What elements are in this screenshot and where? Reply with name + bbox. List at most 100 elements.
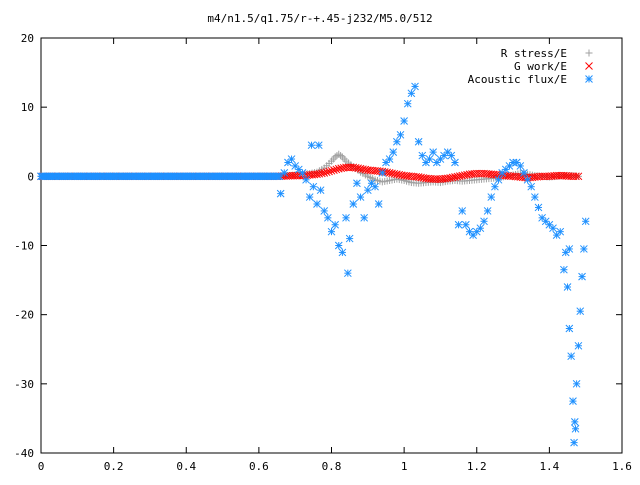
data-point: [494, 175, 503, 184]
data-point: [356, 193, 365, 201]
data-point: [395, 170, 404, 179]
data-point: [305, 193, 314, 201]
data-point: [451, 173, 459, 181]
data-point: [462, 220, 470, 229]
data-point: [313, 170, 321, 179]
series-2: [37, 82, 590, 447]
y-tick-label: 10: [21, 101, 34, 114]
data-point: [327, 166, 336, 175]
data-point: [556, 227, 565, 236]
data-point: [523, 175, 532, 184]
x-tick-label: 1: [401, 460, 408, 473]
data-point: [516, 162, 525, 170]
data-point: [343, 269, 352, 278]
data-point: [298, 169, 307, 177]
data-point: [389, 148, 398, 156]
data-point: [359, 165, 367, 174]
data-point: [345, 234, 354, 243]
data-point: [565, 324, 574, 333]
plot-frame: [40, 37, 623, 454]
data-point: [480, 217, 488, 226]
chart-title: m4/n1.5/q1.75/r-+.45-j232/M5.0/512: [207, 12, 432, 25]
data-point: [367, 179, 376, 188]
data-point: [580, 245, 588, 253]
data-point: [447, 151, 456, 160]
data-point: [371, 182, 379, 191]
data-point: [331, 220, 339, 229]
data-point: [374, 200, 383, 208]
data-point: [309, 182, 318, 191]
data-point: [570, 438, 578, 447]
y-tick-label: -20: [14, 309, 34, 322]
data-point: [322, 168, 331, 177]
data-point: [334, 241, 343, 250]
data-point: [574, 341, 583, 350]
x-axis: 0 0.2 0.4 0.6 0.8 1 1.2 1.4 1.6: [38, 38, 632, 473]
data-point: [429, 148, 438, 156]
data-point: [472, 227, 481, 236]
data-point: [560, 265, 568, 274]
data-point: [572, 172, 580, 181]
data-point: [327, 227, 336, 236]
legend-label: R stress/E: [501, 47, 567, 60]
data-point: [315, 169, 324, 178]
y-tick-label: -10: [14, 240, 34, 253]
data-point: [334, 164, 343, 173]
data-point: [330, 166, 338, 174]
data-point: [476, 224, 485, 233]
x-tick-label: 1.2: [467, 460, 487, 473]
data-point: [335, 150, 343, 158]
legend-label: G work/E: [514, 60, 567, 73]
x-tick-label: 1.4: [539, 460, 559, 473]
data-point: [324, 213, 332, 222]
data-point: [378, 169, 387, 177]
data-point: [422, 158, 430, 167]
data-point: [314, 141, 323, 150]
data-point: [501, 165, 510, 174]
data-point: [414, 173, 423, 181]
data-point: [320, 169, 329, 177]
data-point: [563, 283, 572, 291]
data-point: [351, 163, 360, 172]
data-point: [276, 189, 285, 198]
data-point: [316, 186, 325, 195]
data-point: [325, 167, 333, 176]
data-point: [403, 99, 412, 108]
data-point: [487, 193, 496, 201]
data-point: [418, 151, 427, 160]
x-tick-label: 0.2: [104, 460, 124, 473]
data-point: [280, 169, 289, 177]
data-point: [388, 169, 396, 178]
data-point: [483, 207, 492, 215]
data-point: [455, 172, 464, 180]
data-point: [578, 272, 586, 281]
legend-marker: [585, 49, 593, 57]
data-point: [317, 169, 326, 178]
data-point: [458, 207, 467, 215]
data-point: [338, 248, 347, 257]
data-point: [571, 424, 580, 433]
data-point: [363, 186, 372, 195]
data-point: [417, 173, 425, 182]
data-point: [460, 171, 469, 180]
y-tick-label: -40: [14, 447, 34, 460]
data-point: [313, 200, 321, 208]
data-point: [337, 152, 345, 160]
data-point: [332, 165, 341, 174]
data-point: [337, 164, 346, 173]
data-point: [425, 155, 434, 163]
x-tick-label: 0.8: [322, 460, 342, 473]
y-axis: 20 10 0 -10 -20 -30 -40: [14, 32, 622, 460]
data-point: [565, 245, 574, 253]
data-point: [570, 418, 579, 426]
data-point: [574, 172, 583, 181]
data-point: [581, 217, 590, 226]
data-point: [342, 213, 350, 222]
data-point: [448, 173, 457, 182]
x-tick-label: 1.6: [612, 460, 632, 473]
data-point: [302, 175, 310, 184]
data-point: [527, 182, 536, 191]
